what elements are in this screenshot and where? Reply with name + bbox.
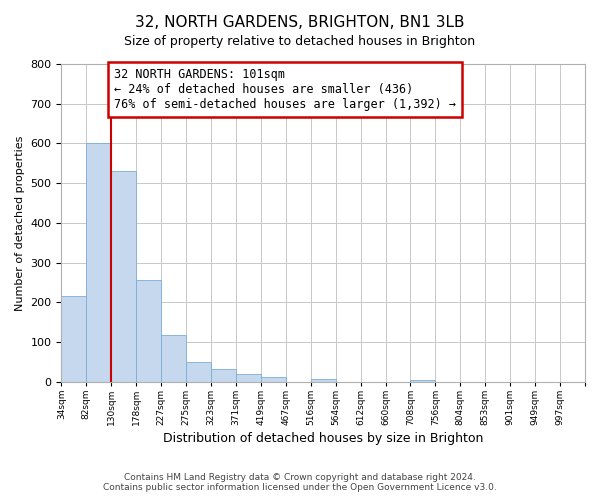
Bar xyxy=(211,368,236,382)
Text: Size of property relative to detached houses in Brighton: Size of property relative to detached ho… xyxy=(124,35,476,48)
Bar xyxy=(61,296,86,382)
Bar xyxy=(410,380,436,382)
Text: Contains HM Land Registry data © Crown copyright and database right 2024.
Contai: Contains HM Land Registry data © Crown c… xyxy=(103,473,497,492)
Y-axis label: Number of detached properties: Number of detached properties xyxy=(15,135,25,310)
Bar xyxy=(161,335,186,382)
Bar xyxy=(136,280,161,382)
Text: 32, NORTH GARDENS, BRIGHTON, BN1 3LB: 32, NORTH GARDENS, BRIGHTON, BN1 3LB xyxy=(135,15,465,30)
Bar xyxy=(111,171,136,382)
Text: 32 NORTH GARDENS: 101sqm
← 24% of detached houses are smaller (436)
76% of semi-: 32 NORTH GARDENS: 101sqm ← 24% of detach… xyxy=(114,68,456,111)
Bar xyxy=(311,378,335,382)
X-axis label: Distribution of detached houses by size in Brighton: Distribution of detached houses by size … xyxy=(163,432,484,445)
Bar xyxy=(186,362,211,382)
Bar xyxy=(236,374,261,382)
Bar xyxy=(86,144,111,382)
Bar xyxy=(261,376,286,382)
